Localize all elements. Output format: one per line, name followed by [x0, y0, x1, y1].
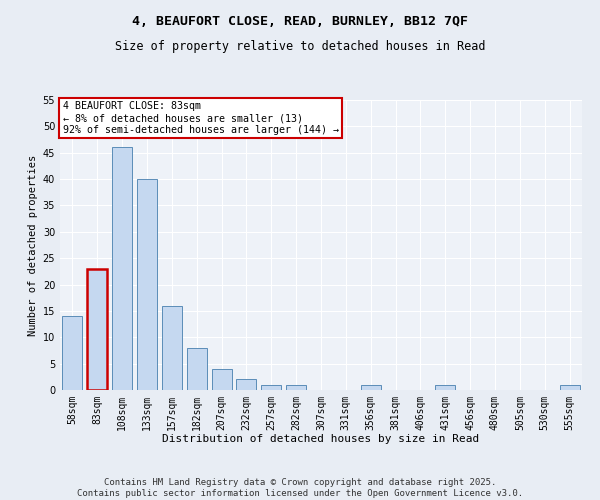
Text: 4 BEAUFORT CLOSE: 83sqm
← 8% of detached houses are smaller (13)
92% of semi-det: 4 BEAUFORT CLOSE: 83sqm ← 8% of detached… [62, 102, 338, 134]
Bar [137, 179, 157, 390]
Text: Size of property relative to detached houses in Read: Size of property relative to detached ho… [115, 40, 485, 53]
Text: 4, BEAUFORT CLOSE, READ, BURNLEY, BB12 7QF: 4, BEAUFORT CLOSE, READ, BURNLEY, BB12 7… [132, 15, 468, 28]
Bar [262, 384, 281, 390]
Y-axis label: Number of detached properties: Number of detached properties [28, 154, 38, 336]
Bar [187, 348, 206, 390]
X-axis label: Distribution of detached houses by size in Read: Distribution of detached houses by size … [163, 434, 479, 444]
Bar [560, 384, 580, 390]
Bar [286, 384, 306, 390]
Bar [112, 148, 132, 390]
Bar [162, 306, 182, 390]
Bar [361, 384, 380, 390]
Bar [236, 380, 256, 390]
Bar [436, 384, 455, 390]
Bar [62, 316, 82, 390]
Bar [88, 268, 107, 390]
Text: Contains HM Land Registry data © Crown copyright and database right 2025.
Contai: Contains HM Land Registry data © Crown c… [77, 478, 523, 498]
Bar [212, 369, 232, 390]
